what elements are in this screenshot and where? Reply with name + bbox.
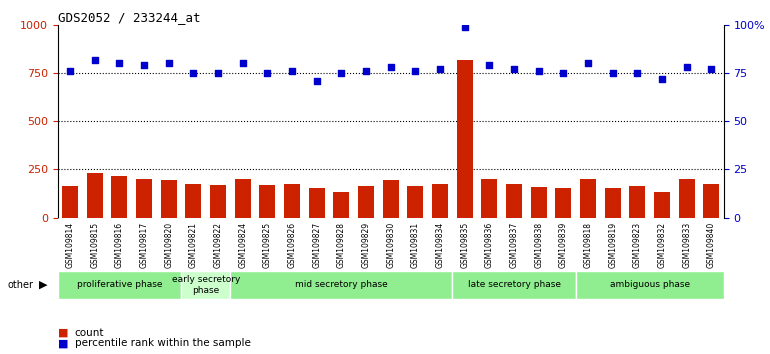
Text: late secretory phase: late secretory phase: [467, 280, 561, 290]
Text: GDS2052 / 233244_at: GDS2052 / 233244_at: [58, 11, 200, 24]
Text: ▶: ▶: [38, 280, 47, 290]
Bar: [457, 59, 473, 218]
Bar: [407, 186, 424, 218]
Text: GSM109834: GSM109834: [436, 222, 444, 268]
Point: [113, 61, 126, 66]
Text: GSM109833: GSM109833: [682, 222, 691, 268]
Point: [187, 70, 199, 76]
Text: GSM109830: GSM109830: [387, 222, 395, 268]
Point: [212, 70, 224, 76]
Point: [138, 62, 150, 68]
Text: percentile rank within the sample: percentile rank within the sample: [75, 338, 250, 348]
Point: [64, 68, 76, 74]
Bar: [58, 271, 181, 299]
Text: GSM109836: GSM109836: [485, 222, 494, 268]
Point: [533, 68, 545, 74]
Point: [310, 78, 323, 84]
Text: GSM109814: GSM109814: [65, 222, 75, 268]
Bar: [230, 271, 453, 299]
Bar: [576, 271, 724, 299]
Bar: [62, 186, 78, 218]
Text: ambiguous phase: ambiguous phase: [610, 280, 690, 290]
Point: [434, 66, 447, 72]
Bar: [383, 180, 399, 218]
Point: [286, 68, 298, 74]
Bar: [358, 186, 374, 218]
Bar: [309, 188, 325, 218]
Point: [582, 61, 594, 66]
Point: [335, 70, 347, 76]
Bar: [506, 184, 522, 218]
Bar: [432, 184, 448, 218]
Text: GSM109823: GSM109823: [633, 222, 642, 268]
Bar: [284, 184, 300, 218]
Text: GSM109840: GSM109840: [707, 222, 716, 268]
Text: GSM109832: GSM109832: [658, 222, 667, 268]
Text: GSM109829: GSM109829: [362, 222, 370, 268]
Bar: [136, 179, 152, 218]
Text: GSM109839: GSM109839: [559, 222, 568, 268]
Point: [384, 64, 397, 70]
Bar: [112, 176, 128, 218]
Bar: [654, 192, 670, 218]
Point: [360, 68, 372, 74]
Bar: [481, 179, 497, 218]
Text: GSM109818: GSM109818: [584, 222, 593, 268]
Text: proliferative phase: proliferative phase: [77, 280, 162, 290]
Text: GSM109819: GSM109819: [608, 222, 618, 268]
Point: [508, 66, 521, 72]
Text: mid secretory phase: mid secretory phase: [295, 280, 388, 290]
Text: other: other: [8, 280, 34, 290]
Text: GSM109828: GSM109828: [337, 222, 346, 268]
Point: [459, 24, 471, 29]
Bar: [161, 180, 177, 218]
Bar: [679, 179, 695, 218]
Point: [631, 70, 644, 76]
Text: GSM109826: GSM109826: [288, 222, 296, 268]
Text: GSM109838: GSM109838: [534, 222, 544, 268]
Text: GSM109825: GSM109825: [263, 222, 272, 268]
Bar: [629, 186, 645, 218]
Point: [681, 64, 693, 70]
Text: GSM109824: GSM109824: [238, 222, 247, 268]
Text: GSM109835: GSM109835: [460, 222, 469, 268]
Point: [557, 70, 570, 76]
Bar: [259, 185, 276, 218]
Text: ■: ■: [58, 338, 69, 348]
Point: [705, 66, 718, 72]
Point: [236, 61, 249, 66]
Bar: [235, 179, 251, 218]
Bar: [210, 185, 226, 218]
Text: GSM109817: GSM109817: [139, 222, 149, 268]
Bar: [186, 184, 202, 218]
Text: GSM109816: GSM109816: [115, 222, 124, 268]
Point: [410, 68, 422, 74]
Bar: [333, 192, 350, 218]
Text: GSM109815: GSM109815: [90, 222, 99, 268]
Text: early secretory
phase: early secretory phase: [172, 275, 240, 295]
Text: count: count: [75, 328, 104, 338]
Bar: [704, 184, 719, 218]
Bar: [604, 188, 621, 218]
Bar: [87, 173, 102, 218]
Text: GSM109821: GSM109821: [189, 222, 198, 268]
Text: GSM109837: GSM109837: [510, 222, 519, 268]
Bar: [453, 271, 576, 299]
Bar: [580, 179, 596, 218]
Point: [89, 57, 101, 62]
Text: GSM109827: GSM109827: [313, 222, 321, 268]
Text: GSM109820: GSM109820: [164, 222, 173, 268]
Point: [607, 70, 619, 76]
Point: [656, 76, 668, 82]
Bar: [181, 271, 230, 299]
Point: [162, 61, 175, 66]
Text: GSM109831: GSM109831: [411, 222, 420, 268]
Point: [261, 70, 273, 76]
Bar: [531, 187, 547, 218]
Text: ■: ■: [58, 328, 69, 338]
Text: GSM109822: GSM109822: [213, 222, 223, 268]
Bar: [555, 188, 571, 218]
Point: [484, 62, 496, 68]
